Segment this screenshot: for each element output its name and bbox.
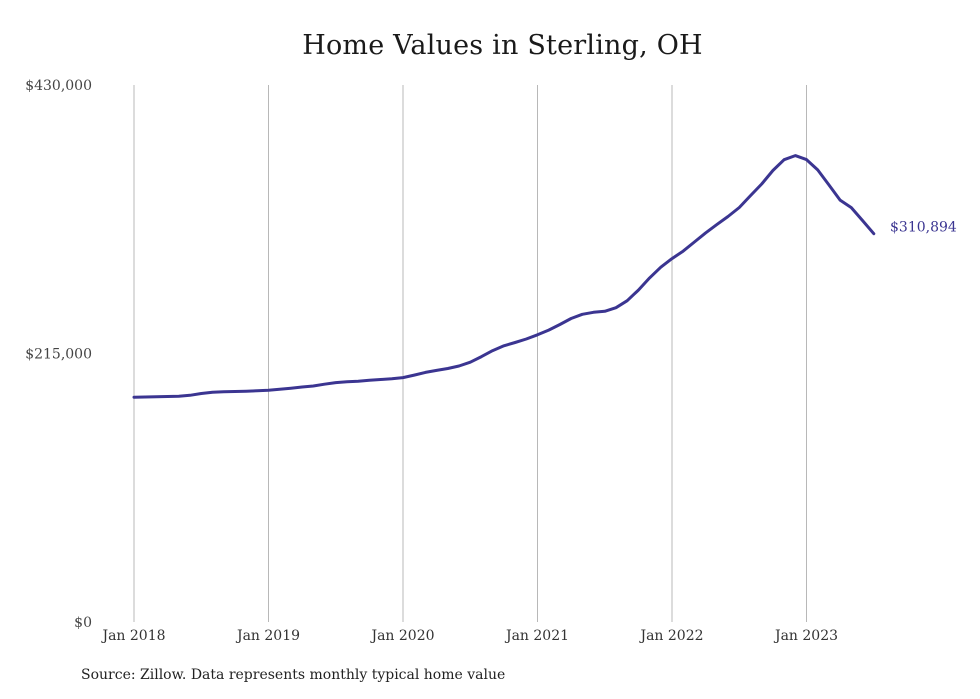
source-note: Source: Zillow. Data represents monthly … bbox=[81, 667, 506, 683]
y-tick-label: $0 bbox=[74, 615, 92, 631]
x-tick-label: Jan 2022 bbox=[638, 628, 703, 644]
x-tick-label: Jan 2023 bbox=[773, 628, 838, 644]
chart-title: Home Values in Sterling, OH bbox=[302, 30, 703, 61]
end-value-label: $310,894 bbox=[890, 220, 957, 236]
x-axis-tick-labels: Jan 2018 Jan 2019 Jan 2020 Jan 2021 Jan 2022… bbox=[100, 628, 838, 644]
y-tick-label: $430,000 bbox=[25, 78, 92, 94]
line-chart: $0$215,000$430,000 Jan 2018 Jan 2019 Jan 2… bbox=[25, 78, 957, 644]
x-tick-label: Jan 2018 bbox=[100, 628, 165, 644]
y-tick-label: $215,000 bbox=[25, 347, 92, 363]
end-value-label-layer: $310,894 bbox=[890, 220, 957, 236]
series-line-layer bbox=[132, 154, 876, 399]
home-value-line bbox=[132, 154, 876, 399]
x-tick-label: Jan 2019 bbox=[235, 628, 300, 644]
x-tick-label: Jan 2021 bbox=[504, 628, 569, 644]
vertical-gridlines bbox=[133, 85, 807, 622]
x-tick-label: Jan 2020 bbox=[369, 628, 434, 644]
y-axis-tick-labels: $0 $215,000 $430,000 bbox=[25, 78, 92, 631]
